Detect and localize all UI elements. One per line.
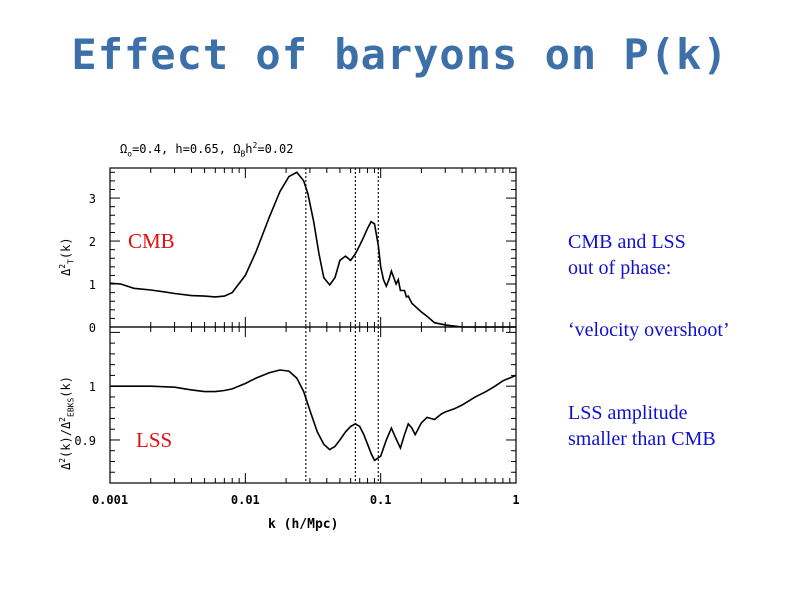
cmb-ytick-label: 2: [89, 235, 96, 249]
bottom-panel-ylabel: Δ2(k)/Δ2EBKS(k): [58, 376, 76, 470]
note-line-4: LSS amplitude: [568, 402, 688, 424]
params-omega-b-value: =0.02: [257, 142, 294, 156]
x-axis-label: k (h/Mpc): [268, 517, 339, 532]
note-amplitude: LSS amplitude smaller than CMB: [568, 400, 716, 452]
lss-ytick-label: 0.9: [74, 434, 96, 448]
cmb-ytick-label: 1: [89, 278, 96, 292]
cmb-curve: [109, 171, 516, 328]
cmb-panel-label: CMB: [128, 229, 175, 253]
params-omega-b: h: [245, 142, 253, 156]
cosmology-parameters: Ωo=0.4, h=0.65, ΩBh2=0.02: [120, 141, 294, 159]
note-line-2: out of phase:: [568, 257, 672, 279]
note-overshoot: ‘velocity overshoot’: [568, 319, 730, 341]
lss-panel-frame: [109, 326, 517, 484]
cmb-ytick-label: 0: [89, 321, 96, 335]
x-tick-label: 0.1: [370, 493, 392, 507]
params-omega-o: =0.4, h=0.65,: [132, 142, 234, 156]
cmb-ytick-label: 3: [89, 192, 96, 206]
note-line-5: smaller than CMB: [568, 428, 716, 450]
x-tick-label: 0.01: [231, 493, 260, 507]
lss-curve: [110, 369, 517, 462]
slide-title: Effect of baryons on P(k): [71, 30, 729, 79]
x-tick-label: 0.001: [92, 493, 128, 507]
lss-ytick-label: 1: [89, 380, 96, 394]
top-panel-ylabel: Δ2T(k): [58, 237, 76, 276]
lss-panel-label: LSS: [136, 428, 173, 452]
note-phase: CMB and LSS out of phase:: [568, 229, 686, 281]
note-line-1: CMB and LSS: [568, 231, 686, 253]
x-tick-label: 1: [512, 493, 519, 507]
